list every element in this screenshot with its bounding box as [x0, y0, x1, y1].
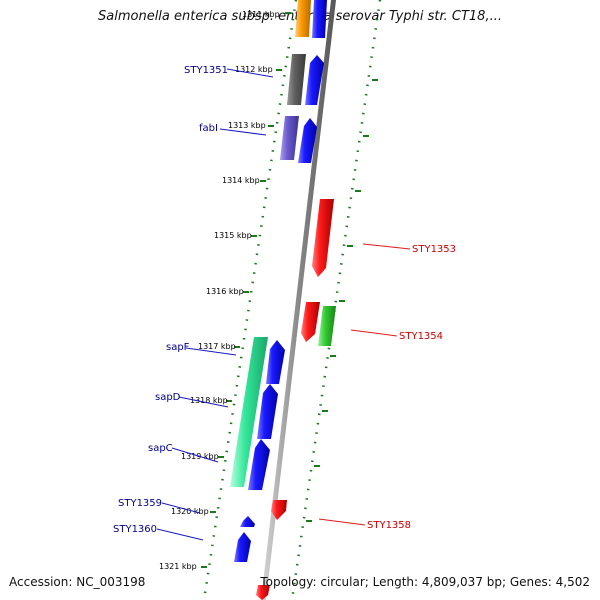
tick-label: 1318 kbp	[190, 396, 228, 405]
gene-label-sty1359[interactable]: STY1359	[118, 498, 162, 509]
reverse-strand-genes	[256, 199, 334, 600]
forward-strand-genes	[234, 0, 327, 562]
gene-label-sty1353[interactable]: STY1353	[412, 244, 456, 255]
feature-block-mint[interactable]	[230, 337, 268, 487]
accession-text: Accession: NC_003198	[9, 575, 146, 589]
tick-label: 1321 kbp	[159, 562, 197, 571]
gene-label-sty1351[interactable]: STY1351	[184, 65, 228, 76]
tick-label: 1314 kbp	[222, 176, 260, 185]
topology-summary: Topology: circular; Length: 4,809,037 bp…	[260, 575, 590, 589]
tick-label: 1312 kbp	[235, 65, 273, 74]
left-major-ticks	[201, 12, 291, 568]
gene-arrow-forward[interactable]	[248, 439, 270, 490]
right-major-ticks	[306, 79, 378, 522]
gene-arrow-forward[interactable]	[298, 118, 317, 163]
tick-label: 1317 kbp	[198, 342, 236, 351]
gene-label-sapc[interactable]: sapC	[148, 443, 173, 454]
feature-block-orange[interactable]	[295, 0, 311, 37]
feature-block-gray[interactable]	[287, 54, 306, 105]
gene-labels-right: STY1353 STY1354 STY1358	[367, 244, 456, 531]
gene-arrow-reverse[interactable]	[312, 199, 334, 277]
gene-arrow-forward[interactable]	[257, 384, 278, 439]
gene-label-sapf[interactable]: sapF	[166, 342, 190, 353]
gene-arrow-forward[interactable]	[266, 340, 285, 384]
gene-label-sty1358[interactable]: STY1358	[367, 520, 411, 531]
feature-block-purple[interactable]	[280, 116, 299, 160]
gene-arrow-forward[interactable]	[305, 55, 324, 105]
right-scale-track	[290, 0, 382, 600]
gene-label-sapd[interactable]: sapD	[155, 392, 181, 403]
tick-label: 1315 kbp	[214, 231, 252, 240]
gene-arrow-reverse[interactable]	[271, 500, 287, 520]
gene-arrow-reverse[interactable]	[256, 585, 270, 600]
gene-arrow-forward[interactable]	[234, 532, 251, 562]
tick-label: 1320 kbp	[171, 507, 209, 516]
gene-label-fabi[interactable]: fabI	[199, 123, 218, 134]
gene-arrow-reverse[interactable]	[301, 302, 320, 342]
tick-label: 1316 kbp	[206, 287, 244, 296]
gene-label-sty1354[interactable]: STY1354	[399, 331, 443, 342]
gene-label-sty1360[interactable]: STY1360	[113, 524, 157, 535]
feature-track	[230, 0, 336, 487]
feature-block-green[interactable]	[318, 306, 336, 346]
tick-label: 1311 kbp	[242, 10, 280, 19]
tick-label: 1313 kbp	[228, 121, 266, 130]
gene-arrow-forward[interactable]	[240, 516, 255, 527]
gene-labels-left: STY1351 fabI sapF sapD sapC STY1359 STY1…	[113, 65, 228, 535]
gene-arrow-forward[interactable]	[312, 0, 327, 38]
label-leader-lines	[156, 68, 411, 541]
genome-backbone	[261, 0, 336, 600]
